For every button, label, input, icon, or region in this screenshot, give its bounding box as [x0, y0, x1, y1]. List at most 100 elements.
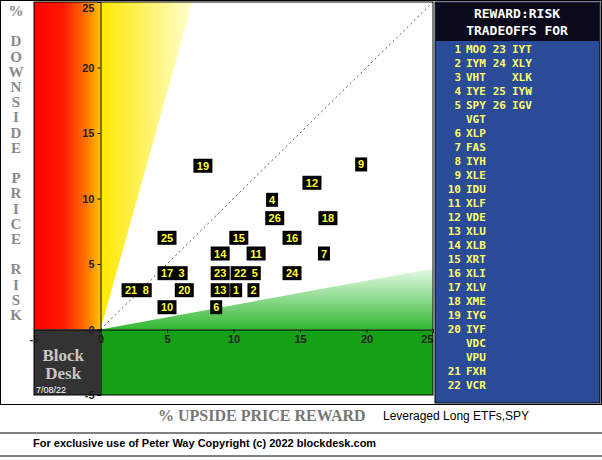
point-label: 26 [269, 212, 281, 224]
point [211, 247, 230, 261]
rank-ticker: XLI [466, 267, 486, 280]
point-label: 21 [125, 284, 137, 296]
rank-ticker: IYG [466, 309, 486, 322]
y-axis: -50510152025 [82, 2, 101, 401]
rank-number: 15 [448, 253, 461, 266]
x-tick-label: 5 [164, 333, 170, 345]
y-tick: 15 [82, 127, 100, 139]
point-label: 4 [269, 194, 276, 206]
point [266, 193, 278, 207]
y-tick-mark [98, 264, 101, 265]
point [318, 247, 330, 261]
plot-frame [34, 2, 433, 395]
rank-number: 17 [448, 281, 461, 294]
point [230, 283, 242, 297]
rank-number: 3 [454, 71, 461, 84]
rank-ticker: XLF [466, 197, 486, 210]
y-tick-mark [98, 133, 101, 134]
y-axis-title: % DOWNSIDE PRICE RISK [9, 3, 24, 323]
danger-zone [34, 2, 101, 330]
y-tick: 5 [88, 258, 100, 270]
y-tick-label: 5 [88, 258, 94, 270]
x-tick-mark [167, 330, 168, 333]
y-tick-label: 0 [88, 324, 94, 336]
points [122, 157, 368, 314]
point [283, 231, 302, 245]
point-label: 15 [233, 232, 245, 244]
rank-ticker: XLP [466, 127, 486, 140]
x-axis-title: % UPSIDE PRICE REWARD [158, 407, 366, 424]
rank-number: 7 [454, 141, 461, 154]
rank-ticker: XRT [466, 253, 486, 266]
point-label: 12 [306, 177, 318, 189]
x-tick-mark [300, 330, 301, 333]
rank-ticker: MOO [466, 43, 486, 56]
rank-ticker: VDC [466, 337, 486, 350]
rank-ticker: VHT [466, 71, 486, 84]
rank-ticker: IYT [512, 43, 532, 56]
footer: For exclusive use of Peter Way Copyright… [33, 437, 376, 449]
y-tick-label: 25 [82, 2, 94, 14]
rank-ticker: IYE [466, 85, 486, 98]
outer-frame [1, 1, 602, 405]
y-tick-label: 10 [82, 193, 94, 205]
y-tick-mark [98, 330, 101, 331]
point [176, 266, 188, 280]
rank-ticker: XLY [512, 57, 532, 70]
point [158, 231, 177, 245]
panel-title: REWARD:RISK [474, 6, 560, 21]
rank-number: 11 [448, 197, 462, 210]
rank-number: 25 [493, 85, 506, 98]
rank-ticker: IYH [466, 155, 486, 168]
rank-number: 5 [454, 99, 461, 112]
point [302, 176, 321, 190]
x-tick: 25 [421, 330, 433, 346]
x-tick: 15 [294, 330, 306, 346]
favorable-zone [101, 269, 434, 330]
panel-background [435, 2, 600, 403]
point-label: 22 [234, 267, 246, 279]
y-tick-mark [98, 68, 101, 69]
point [211, 266, 230, 280]
y-tick: 0 [88, 324, 100, 336]
point [231, 266, 250, 280]
brand-date: 7/08/22 [36, 385, 66, 395]
rank-ticker: VCR [466, 379, 486, 392]
rank-ticker: XLE [466, 169, 486, 182]
point-label: 3 [179, 267, 185, 279]
plot-background [34, 2, 433, 395]
rank-number: 13 [448, 225, 461, 238]
rank-number: 26 [493, 99, 507, 112]
point-label: 2 [250, 284, 256, 296]
x-tick-mark [367, 330, 368, 333]
brand-box [34, 330, 101, 396]
point [175, 283, 194, 297]
rank-ticker: VGT [466, 113, 486, 126]
y-tick-label: 20 [82, 62, 94, 74]
rank-number: 1 [454, 43, 461, 56]
point-label: 8 [143, 284, 149, 296]
rank-ticker: IDU [466, 183, 486, 196]
rank-ticker: VPU [466, 351, 486, 364]
chart-root: % DOWNSIDE PRICE RISK-50510152025-505101… [0, 0, 602, 460]
point [247, 283, 259, 297]
x-tick-label: 15 [294, 333, 306, 345]
point-label: 20 [178, 284, 190, 296]
point-label: 24 [286, 267, 299, 279]
point [318, 211, 337, 225]
rank-ticker: IYM [466, 57, 486, 70]
rank-ticker: IGV [512, 99, 532, 112]
panel-title: TRADEOFFS FOR [466, 23, 568, 38]
point [193, 159, 212, 173]
point [249, 266, 261, 280]
x-tick-label: 20 [361, 333, 373, 345]
point [122, 283, 141, 297]
green-floor [101, 330, 434, 396]
point [158, 266, 177, 280]
point-label: 17 [161, 267, 173, 279]
footer-rule [0, 456, 602, 457]
rank-ticker: SPY [466, 99, 486, 112]
brand-name: Block [42, 346, 84, 365]
zones [34, 2, 433, 395]
rank-number: 14 [448, 239, 462, 252]
